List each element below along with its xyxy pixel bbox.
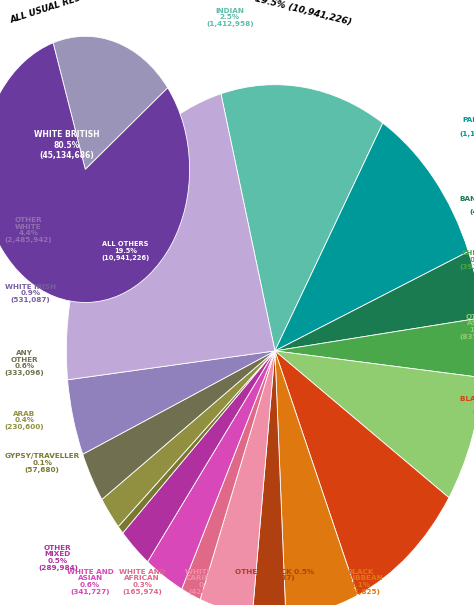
Wedge shape <box>66 94 275 380</box>
Text: INDIAN
2.5%
(1,412,958): INDIAN 2.5% (1,412,958) <box>206 8 254 27</box>
Wedge shape <box>118 351 275 533</box>
Wedge shape <box>123 351 275 562</box>
Text: BANGLADESHI
0.8%
(447,201): BANGLADESHI 0.8% (447,201) <box>460 196 474 215</box>
Text: WHITE AND
AFRICAN
0.3%
(165,974): WHITE AND AFRICAN 0.3% (165,974) <box>119 569 165 595</box>
Text: GYPSY/TRAVELLER
0.1%
(57,680): GYPSY/TRAVELLER 0.1% (57,680) <box>5 453 80 473</box>
Wedge shape <box>200 351 275 605</box>
Wedge shape <box>252 351 286 605</box>
Text: WHITE IRISH
0.9%
(531,087): WHITE IRISH 0.9% (531,087) <box>5 284 56 303</box>
Wedge shape <box>275 318 474 378</box>
Wedge shape <box>275 252 474 351</box>
Text: OTHER
MIXED
0.5%
(289,984): OTHER MIXED 0.5% (289,984) <box>38 544 78 571</box>
Wedge shape <box>275 351 474 498</box>
Text: ANY
OTHER
0.6%
(333,096): ANY OTHER 0.6% (333,096) <box>5 350 45 376</box>
Wedge shape <box>102 351 275 526</box>
Text: ALL OTHERS
19.5%
(10,941,226): ALL OTHERS 19.5% (10,941,226) <box>101 241 150 261</box>
Text: CHINESE
0.7%
(393,141): CHINESE 0.7% (393,141) <box>460 250 474 270</box>
Wedge shape <box>53 36 168 169</box>
Wedge shape <box>275 351 449 595</box>
Text: OTHER
WHITE
4.4%
(2,485,942): OTHER WHITE 4.4% (2,485,942) <box>5 217 52 243</box>
Wedge shape <box>275 123 468 351</box>
Wedge shape <box>182 351 275 600</box>
Wedge shape <box>0 43 190 302</box>
Wedge shape <box>275 351 357 605</box>
Text: WHITE AND
ASIAN
0.6%
(341,727): WHITE AND ASIAN 0.6% (341,727) <box>67 569 113 595</box>
Text: BLACK
CARIBBEAN
1.1%
(594,825): BLACK CARIBBEAN 1.1% (594,825) <box>337 569 383 595</box>
Wedge shape <box>147 351 275 589</box>
Wedge shape <box>68 351 275 454</box>
Text: All Others 19.5% (10,941,226): All Others 19.5% (10,941,226) <box>202 0 353 27</box>
Text: BLACK AFRICAN
1.8%
(989,628): BLACK AFRICAN 1.8% (989,628) <box>460 396 474 415</box>
Text: ALL USUAL RESIDENTS (56,075,912): ALL USUAL RESIDENTS (56,075,912) <box>9 0 179 25</box>
Text: OTHER
ASIAN
1.5%
(835,720): OTHER ASIAN 1.5% (835,720) <box>460 313 474 340</box>
Wedge shape <box>221 85 383 351</box>
Text: WHITE AND
CARIBBEAN
0.8%
(426,715): WHITE AND CARIBBEAN 0.8% (426,715) <box>185 569 232 595</box>
Text: WHITE BRITISH
80.5%
(45,134,686): WHITE BRITISH 80.5% (45,134,686) <box>34 130 99 160</box>
Wedge shape <box>83 351 275 500</box>
Text: ARAB
0.4%
(230,600): ARAB 0.4% (230,600) <box>5 411 45 430</box>
Text: OTHER BLACK 0.5%
(280,437): OTHER BLACK 0.5% (280,437) <box>235 569 315 581</box>
Text: PAKISTANI
2.0%
(1,124,511): PAKISTANI 2.0% (1,124,511) <box>460 117 474 137</box>
